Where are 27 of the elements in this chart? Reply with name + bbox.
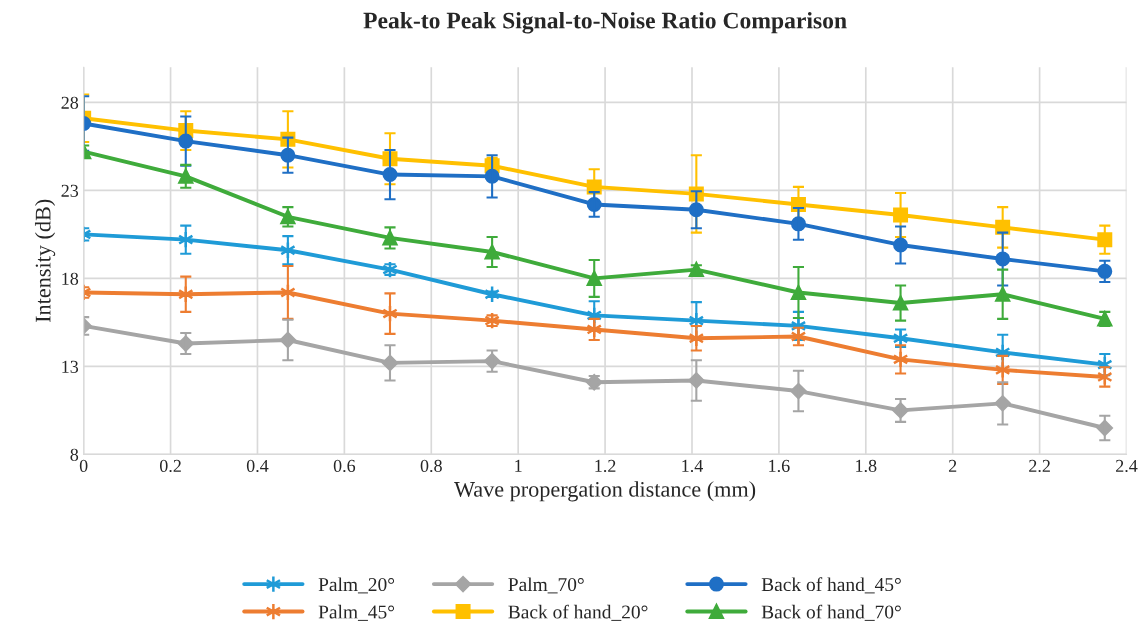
y-tick-label: 18 <box>62 272 79 285</box>
x-tick-label: 1.2 <box>595 459 616 473</box>
x-tick-label: 1 <box>515 459 522 472</box>
legend-label: Back of hand_20° <box>508 604 648 621</box>
y-tick-label: 13 <box>62 360 79 373</box>
legend-label: Back of hand_70° <box>761 604 901 621</box>
legend-label: Back of hand_45° <box>761 577 901 594</box>
y-tick-label: 23 <box>61 184 79 197</box>
x-tick-label: 1.4 <box>682 459 703 473</box>
x-tick-label: 2 <box>948 459 957 472</box>
y-axis-title: Intensity (dB) <box>34 199 56 323</box>
chart-title: Peak-to Peak Signal-to-Noise Ratio Comparison <box>363 11 847 34</box>
x-tick-label: 1.8 <box>856 459 877 473</box>
x-tick-label: 2.2 <box>1029 459 1050 473</box>
x-tick-label: 0 <box>79 459 88 472</box>
x-tick-label: 0.8 <box>420 459 442 473</box>
y-tick-label: 8 <box>70 448 79 461</box>
x-axis-title: Wave propergation distance (mm) <box>454 481 756 502</box>
x-tick-label: 2.4 <box>1116 459 1138 473</box>
x-tick-label: 1.6 <box>769 459 790 473</box>
y-tick-label: 28 <box>61 96 79 109</box>
legend-label: Palm_45° <box>318 604 395 621</box>
legend-label: Palm_70° <box>508 577 584 594</box>
x-tick-label: 0.6 <box>333 459 356 473</box>
x-tick-label: 0.4 <box>246 459 269 473</box>
x-tick-label: 0.2 <box>159 459 181 473</box>
legend-label: Palm_20° <box>318 577 395 594</box>
